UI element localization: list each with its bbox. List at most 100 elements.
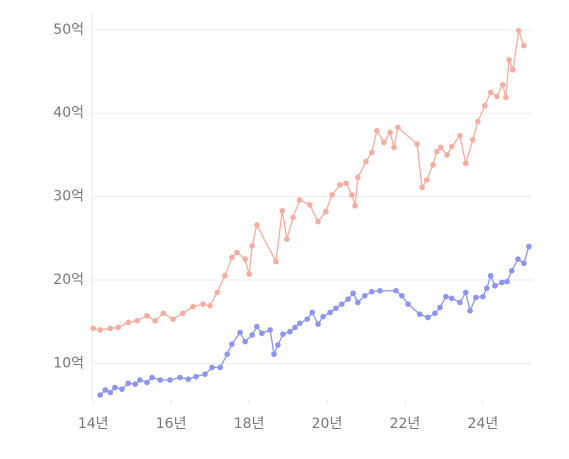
data-point bbox=[284, 236, 290, 242]
data-point bbox=[506, 57, 512, 63]
data-point bbox=[329, 192, 335, 198]
data-point bbox=[242, 256, 248, 262]
data-point bbox=[444, 152, 450, 158]
data-point bbox=[107, 389, 114, 396]
data-point bbox=[125, 319, 132, 326]
data-point bbox=[473, 294, 479, 301]
data-point bbox=[234, 249, 240, 256]
data-point bbox=[437, 304, 443, 311]
series-line bbox=[93, 30, 525, 331]
data-point bbox=[307, 202, 313, 208]
data-point bbox=[521, 42, 527, 49]
x-tick-label: 22년 bbox=[390, 416, 421, 432]
data-point bbox=[97, 327, 103, 333]
data-point bbox=[280, 331, 286, 337]
data-point bbox=[190, 303, 196, 310]
data-point bbox=[425, 314, 431, 321]
data-point bbox=[290, 214, 296, 221]
data-point bbox=[487, 272, 494, 279]
data-point bbox=[90, 325, 96, 332]
data-point bbox=[457, 132, 463, 139]
data-point bbox=[350, 290, 356, 297]
data-point bbox=[209, 364, 215, 371]
data-point bbox=[482, 102, 488, 109]
data-point bbox=[494, 93, 500, 100]
data-point bbox=[438, 144, 444, 151]
data-point bbox=[254, 222, 260, 228]
data-point bbox=[423, 177, 430, 183]
data-point bbox=[416, 311, 423, 317]
data-point bbox=[434, 148, 440, 155]
data-point bbox=[387, 129, 393, 136]
data-point bbox=[432, 310, 438, 317]
x-tick-label: 18년 bbox=[234, 416, 265, 432]
data-point bbox=[180, 310, 186, 317]
data-point bbox=[152, 317, 158, 324]
data-point bbox=[107, 325, 114, 332]
data-point bbox=[499, 279, 505, 286]
x-tick-label: 24년 bbox=[468, 416, 499, 432]
data-point bbox=[217, 364, 224, 371]
data-point bbox=[475, 118, 481, 125]
series-line bbox=[99, 246, 530, 396]
data-point bbox=[492, 282, 498, 289]
data-point bbox=[149, 374, 155, 381]
data-point bbox=[200, 301, 206, 307]
data-point bbox=[419, 184, 425, 191]
data-point bbox=[115, 324, 121, 331]
data-point bbox=[249, 242, 255, 249]
data-point bbox=[343, 180, 349, 187]
data-point bbox=[271, 351, 277, 357]
data-point bbox=[448, 295, 455, 302]
data-point bbox=[229, 341, 235, 347]
y-tick-label: 30억 bbox=[53, 189, 84, 205]
data-point bbox=[363, 158, 369, 165]
y-tick-label: 20억 bbox=[53, 272, 84, 288]
x-tick-label: 16년 bbox=[156, 416, 187, 432]
data-point bbox=[134, 317, 141, 324]
data-point bbox=[259, 330, 265, 337]
data-point bbox=[515, 256, 521, 262]
data-point bbox=[503, 94, 509, 101]
data-point bbox=[315, 321, 321, 327]
data-point bbox=[185, 376, 192, 382]
data-point bbox=[224, 351, 231, 357]
data-point bbox=[462, 160, 469, 167]
data-point bbox=[177, 374, 183, 381]
x-tick-label: 14년 bbox=[78, 416, 109, 432]
data-point bbox=[504, 278, 510, 285]
x-tick-label: 20년 bbox=[312, 416, 343, 432]
data-point bbox=[430, 162, 436, 168]
data-point bbox=[354, 174, 361, 181]
data-point bbox=[144, 312, 150, 319]
data-point bbox=[237, 329, 243, 336]
data-point bbox=[193, 373, 199, 380]
data-point bbox=[393, 287, 399, 294]
data-point bbox=[515, 27, 522, 34]
data-point bbox=[167, 377, 173, 383]
data-point bbox=[323, 208, 329, 215]
data-point bbox=[207, 302, 213, 309]
data-point bbox=[345, 296, 351, 302]
data-point bbox=[304, 316, 310, 322]
data-point bbox=[97, 392, 103, 398]
data-point bbox=[267, 327, 273, 333]
data-point bbox=[132, 381, 139, 387]
y-tick-label: 10억 bbox=[53, 355, 84, 371]
data-point bbox=[246, 271, 252, 277]
data-point bbox=[275, 342, 281, 348]
data-point bbox=[391, 144, 397, 151]
data-point bbox=[487, 89, 494, 96]
data-point bbox=[279, 207, 285, 214]
data-point bbox=[214, 289, 220, 296]
data-point bbox=[362, 292, 368, 299]
data-point bbox=[483, 285, 490, 292]
data-point bbox=[443, 293, 449, 300]
data-point bbox=[229, 254, 235, 261]
data-point bbox=[405, 301, 411, 307]
data-point bbox=[254, 323, 260, 330]
data-point bbox=[222, 272, 228, 279]
data-point bbox=[395, 124, 401, 131]
data-point bbox=[349, 192, 355, 198]
